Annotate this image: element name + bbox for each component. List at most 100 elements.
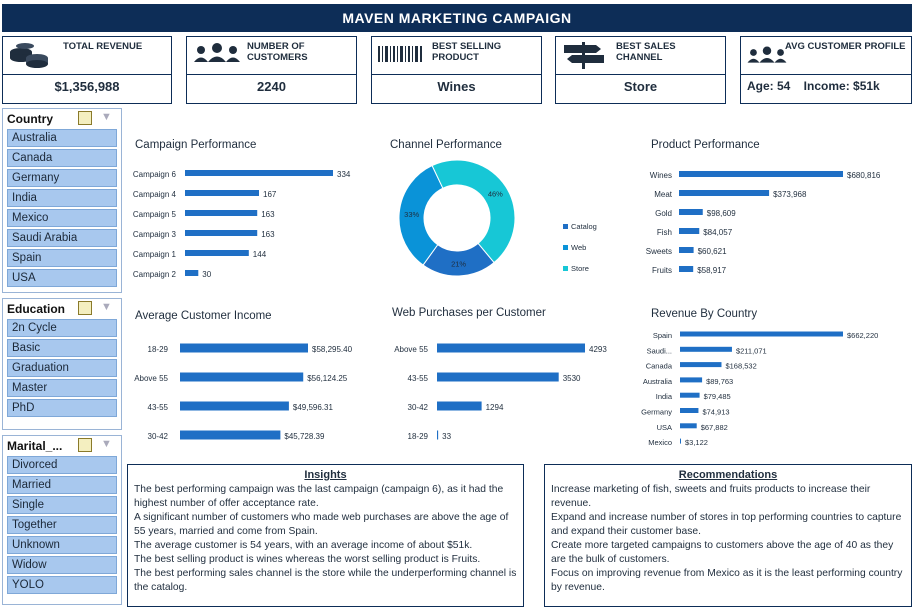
- avg-income-chart: 18-29 $58,295.40 Above 55 $56,124.25 43-55 $4…: [134, 343, 353, 441]
- data-label: 33: [442, 432, 451, 441]
- data-label: $84,057: [703, 228, 732, 237]
- data-label: $680,816: [847, 171, 881, 180]
- data-label: $49,596.31: [293, 403, 334, 412]
- category-label: USA: [657, 423, 672, 432]
- kpi-value: Wines: [437, 79, 476, 94]
- bar: [679, 247, 694, 253]
- data-label: 3530: [563, 374, 581, 383]
- legend-swatch: [563, 224, 568, 229]
- slicer-item-india[interactable]: India: [7, 189, 117, 207]
- slicer-item-master[interactable]: Master: [7, 379, 117, 397]
- slicer-education: Education ▼ 2n Cycle Basic Graduation Maste…: [2, 298, 122, 430]
- slicer-item-mexico[interactable]: Mexico: [7, 209, 117, 227]
- slicer-item-germany[interactable]: Germany: [7, 169, 117, 187]
- bar: [185, 270, 199, 276]
- category-label: 18-29: [148, 345, 169, 354]
- kpi-value: $1,356,988: [54, 79, 120, 94]
- slicer-item-2n-cycle[interactable]: 2n Cycle: [7, 319, 117, 337]
- slicer-title: Country: [7, 112, 53, 126]
- slicer-item-saudi-arabia[interactable]: Saudi Arabia: [7, 229, 117, 247]
- clear-filter-icon[interactable]: ▼: [101, 301, 112, 313]
- slicer-item-australia[interactable]: Australia: [7, 129, 117, 147]
- slicer-item-spain[interactable]: Spain: [7, 249, 117, 267]
- bar: [185, 190, 259, 196]
- category-label: Mexico: [648, 438, 672, 447]
- legend-label: Store: [571, 264, 589, 273]
- multi-select-icon[interactable]: [78, 111, 92, 125]
- data-label: 4293: [589, 345, 607, 354]
- slicer-country: Country ▼ Australia Canada Germany India Mex…: [2, 108, 122, 293]
- data-label: 21%: [451, 259, 466, 268]
- multi-select-icon[interactable]: [78, 301, 92, 315]
- bar: [679, 228, 700, 234]
- category-label: Fruits: [652, 266, 672, 275]
- data-label: $45,728.39: [284, 432, 325, 441]
- channel-performance-chart: 21% 33% 46% Catalog Web Store: [398, 159, 597, 277]
- kpi-label: TOTAL REVENUE: [63, 41, 143, 52]
- bar: [180, 401, 289, 411]
- clear-filter-icon[interactable]: ▼: [101, 111, 112, 123]
- slicer-item-together[interactable]: Together: [7, 516, 117, 534]
- slicer-item-single[interactable]: Single: [7, 496, 117, 514]
- slicer-item-phd[interactable]: PhD: [7, 399, 117, 417]
- kpi-value: Store: [623, 79, 658, 94]
- web-purchases-chart: Above 55 4293 43-55 3530 30-42 1294 18-29 33: [394, 343, 607, 441]
- chart-title: Web Purchases per Customer: [392, 307, 546, 319]
- slice: [431, 159, 516, 264]
- people-icon: [194, 43, 240, 62]
- category-label: Campaign 1: [133, 250, 177, 259]
- data-label: $79,485: [704, 392, 731, 401]
- people-icon: [747, 46, 787, 63]
- kpi-best-channel: BEST SALES CHANNEL Store: [555, 36, 726, 104]
- clear-filter-icon[interactable]: ▼: [101, 438, 112, 450]
- bar: [680, 362, 722, 368]
- data-label: $662,220: [847, 331, 878, 340]
- category-label: Gold: [655, 209, 672, 218]
- bar: [680, 346, 732, 352]
- data-label: $168,532: [725, 362, 756, 371]
- bar: [679, 209, 703, 215]
- slicer-item-widow[interactable]: Widow: [7, 556, 117, 574]
- slicer-item-basic[interactable]: Basic: [7, 339, 117, 357]
- category-label: 30-42: [408, 403, 429, 412]
- bar: [680, 377, 703, 383]
- bar: [680, 438, 681, 444]
- slicer-item-married[interactable]: Married: [7, 476, 117, 494]
- bar: [680, 331, 843, 337]
- data-label: 144: [253, 250, 267, 259]
- insights-line: The average customer is 54 years, with a…: [134, 540, 473, 551]
- category-label: Above 55: [394, 345, 428, 354]
- category-label: Campaign 4: [133, 190, 177, 199]
- chart-title: Channel Performance: [390, 139, 502, 151]
- data-label: $74,913: [702, 408, 729, 417]
- bar: [437, 372, 559, 382]
- category-label: 18-29: [408, 432, 429, 441]
- slicer-item-yolo[interactable]: YOLO: [7, 576, 117, 594]
- chart-title: Product Performance: [651, 139, 760, 151]
- data-label: $373,968: [773, 190, 807, 199]
- slicer-item-divorced[interactable]: Divorced: [7, 456, 117, 474]
- data-label: $211,071: [736, 346, 767, 355]
- data-label: 163: [261, 230, 275, 239]
- slicer-item-unknown[interactable]: Unknown: [7, 536, 117, 554]
- chart-title: Campaign Performance: [135, 139, 257, 151]
- category-label: Campaign 5: [133, 210, 177, 219]
- slicer-item-canada[interactable]: Canada: [7, 149, 117, 167]
- slicer-item-graduation[interactable]: Graduation: [7, 359, 117, 377]
- recommendations-line: Focus on improving revenue from Mexico a…: [551, 568, 903, 593]
- category-label: Saudi...: [647, 346, 672, 355]
- legend-label: Catalog: [571, 222, 597, 231]
- category-label: 30-42: [148, 432, 169, 441]
- insights-line: The best performing sales channel is the…: [134, 568, 517, 593]
- category-label: Australia: [643, 377, 673, 386]
- recommendations-box: Recommendations Increase marketing of fi…: [544, 464, 912, 607]
- multi-select-icon[interactable]: [78, 438, 92, 452]
- signpost-icon: [564, 42, 604, 69]
- slicer-item-usa[interactable]: USA: [7, 269, 117, 287]
- data-label: $58,295.40: [312, 345, 353, 354]
- bar: [679, 266, 694, 272]
- kpi-total-revenue: TOTAL REVENUE $1,356,988: [2, 36, 172, 104]
- kpi-avg-profile: AVG CUSTOMER PROFILE Age: 54 Income: $51…: [740, 36, 912, 104]
- category-label: Campaign 3: [133, 230, 177, 239]
- data-label: 46%: [488, 189, 503, 198]
